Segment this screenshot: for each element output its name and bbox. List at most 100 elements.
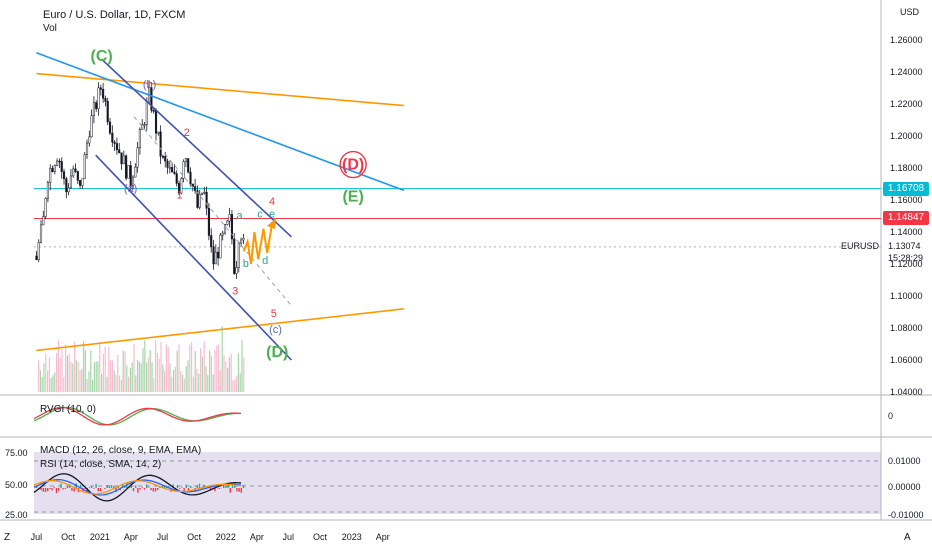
macd-hist-bar (183, 488, 185, 492)
trend-line-orange-lower (36, 308, 404, 352)
volume-bar (209, 350, 211, 392)
x-tick-label: Jul (283, 532, 295, 542)
volume-bar (43, 363, 45, 392)
macd-hist-bar (148, 487, 150, 488)
projection-arrow (267, 218, 277, 229)
volume-bar (81, 369, 83, 392)
candle-body (214, 251, 217, 265)
macd-hist-bar (236, 488, 238, 492)
candle-body (81, 178, 84, 186)
candle-body (240, 239, 243, 244)
volume-bar (230, 353, 232, 392)
macd-hist-bar (64, 488, 66, 489)
volume-bar (155, 340, 157, 392)
candle-body (111, 132, 114, 143)
volume-bar (74, 341, 76, 392)
rvgi-zero-tick: 0 (888, 411, 894, 421)
macd-hist-bar (47, 488, 49, 492)
auto-scale-button[interactable]: A (904, 532, 911, 543)
volume-bar (183, 378, 185, 392)
volume-bar (102, 353, 104, 392)
candle-body (65, 178, 68, 193)
volume-bar (126, 365, 128, 392)
candle-body (217, 251, 220, 259)
candle-body (168, 167, 171, 169)
volume-bar (164, 370, 166, 392)
macd-hist-bar (130, 483, 132, 488)
volume-bar (137, 360, 139, 392)
volume-bar (77, 361, 79, 392)
macd-hist-bar (121, 483, 124, 488)
volume-bar (219, 370, 221, 392)
macd-hist-bar (146, 484, 148, 488)
volume-bar (232, 379, 234, 392)
volume-bar (129, 367, 131, 392)
macd-hist-bar (71, 488, 73, 491)
chart-title: Euro / U.S. Dollar, 1D, FXCM (43, 9, 186, 21)
volume-bar (41, 376, 43, 392)
wave-label: (a) (124, 183, 137, 195)
candle-body (79, 180, 82, 186)
macd-hist-bar (198, 483, 201, 488)
volume-bar (90, 350, 92, 392)
x-tick-label: Oct (61, 532, 76, 542)
wave-label: (b) (143, 79, 156, 91)
candle-body (150, 87, 153, 111)
candle-body (212, 246, 215, 265)
macd-hist-bar (231, 484, 234, 488)
candle-body (196, 190, 199, 208)
candle-body (210, 235, 213, 248)
macd-hist-bar (135, 485, 137, 488)
candle-body (113, 141, 116, 144)
candle-body (203, 191, 206, 194)
macd-hist-bar (115, 488, 117, 493)
macd-hist-bar (187, 488, 190, 491)
macd-hist-bar (190, 485, 192, 488)
candle-body (228, 214, 231, 222)
wave-label: (D) (266, 344, 288, 361)
candle-body (152, 110, 155, 112)
volume-bar (131, 362, 133, 392)
macd-hist-bar (84, 488, 86, 489)
macd-hist-bar (137, 488, 139, 493)
volume-bar (70, 361, 72, 392)
macd-hist-bar (93, 488, 95, 489)
candle-body (97, 87, 100, 110)
candle-body (125, 155, 128, 179)
timezone-button[interactable]: Z (4, 532, 11, 543)
volume-bar (227, 367, 229, 392)
macd-hist-bar (110, 485, 113, 488)
trend-line-orange-upper (36, 72, 404, 107)
x-tick-label: Apr (376, 532, 390, 542)
macd-hist-bar (55, 488, 58, 493)
macd-hist-bar (62, 488, 64, 490)
y-tick-label: 1.08000 (890, 323, 923, 333)
x-tick-label: Jul (31, 532, 43, 542)
volume-bar (140, 363, 142, 392)
wave-label: (D) (342, 157, 364, 174)
candle-body (35, 255, 38, 260)
volume-bar (47, 370, 49, 392)
volume-bar (171, 376, 173, 392)
candle-body (187, 158, 190, 173)
currency-label: USD (900, 7, 920, 17)
x-tick-label: 2022 (216, 532, 236, 542)
candle-body (46, 182, 49, 199)
candle-body (233, 238, 236, 274)
volume-bar (196, 368, 198, 392)
macd-hist-bar (132, 488, 135, 492)
macd-hist-bar (172, 484, 174, 488)
macd-hist-bar (181, 487, 183, 488)
macd-hist-bar (141, 487, 143, 488)
volume-bar (162, 364, 164, 392)
volume-bar (54, 372, 56, 392)
volume-bar (146, 362, 148, 392)
macd-hist-bar (229, 488, 231, 493)
volume-bar (194, 351, 196, 392)
candle-body (102, 88, 105, 99)
volume-bar (234, 379, 236, 392)
candle-body (120, 152, 123, 165)
volume-bar (214, 349, 216, 392)
candle-body (129, 165, 132, 186)
